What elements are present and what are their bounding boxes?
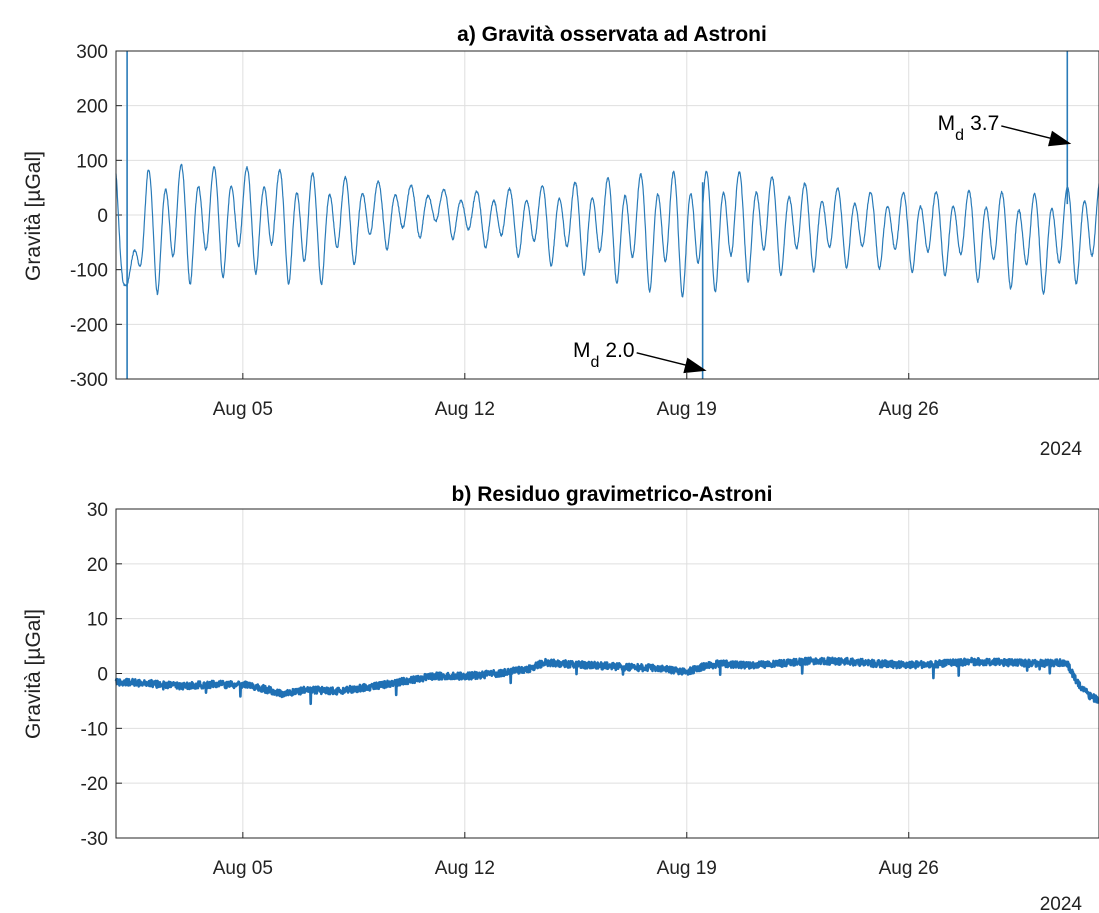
chart-title-b: b) Residuo gravimetrico-Astroni xyxy=(452,483,773,506)
spikes-a xyxy=(126,51,1069,379)
annotation-md: Md3.7 xyxy=(938,112,1072,147)
x-tick-label: Aug 05 xyxy=(213,399,273,420)
annotation-label: Md2.0 xyxy=(573,339,635,371)
annotation-arrow-head xyxy=(683,357,707,374)
x-tick-label: Aug 12 xyxy=(435,858,495,879)
y-tick-label: 10 xyxy=(87,610,108,631)
annotation-arrow-line xyxy=(636,352,693,368)
y-tick-label: 30 xyxy=(87,500,108,521)
x-year-label-b: 2024 xyxy=(1040,894,1083,913)
grid-a xyxy=(116,51,1099,379)
axes-frame-a xyxy=(115,50,1099,380)
x-tick-label: Aug 26 xyxy=(879,399,939,420)
annotation-label: Md3.7 xyxy=(938,112,1000,144)
y-tick-label: -200 xyxy=(70,315,108,336)
plot-area-a xyxy=(115,51,1099,379)
y-tick-label: 300 xyxy=(76,42,108,63)
panel-a: a) Gravità osservata ad Astroni Gravità … xyxy=(22,23,1099,460)
ticks-a: 300 200 100 0 -100 -200 -300 Aug 05 Aug 12 Aug 19… xyxy=(70,42,939,420)
annotation-arrow-line xyxy=(1001,125,1058,141)
panel-b: b) Residuo gravimetrico-Astroni Gravità … xyxy=(22,483,1099,913)
y-tick-label: 200 xyxy=(76,97,108,118)
y-tick-label: 20 xyxy=(87,555,108,576)
annotation-md: Md2.0 xyxy=(573,339,707,374)
grid-b xyxy=(116,509,1099,838)
x-year-label-a: 2024 xyxy=(1040,439,1083,460)
y-tick-label: -10 xyxy=(81,719,108,740)
axes-frame-b xyxy=(115,508,1099,839)
y-tick-label: -30 xyxy=(81,829,108,850)
x-tick-label: Aug 19 xyxy=(657,399,717,420)
x-tick-label: Aug 19 xyxy=(657,858,717,879)
y-tick-label: 0 xyxy=(97,206,108,227)
annotation-arrow-head xyxy=(1047,130,1072,147)
x-tick-label: Aug 26 xyxy=(879,858,939,879)
chart-title-a: a) Gravità osservata ad Astroni xyxy=(457,23,767,46)
x-tick-label: Aug 05 xyxy=(213,858,273,879)
y-tick-label: -300 xyxy=(70,370,108,391)
y-tick-label: 100 xyxy=(76,151,108,172)
series-line-b xyxy=(114,656,1099,706)
y-axis-label-b: Gravità [µGal] xyxy=(22,609,45,739)
x-tick-label: Aug 12 xyxy=(435,399,495,420)
ticks-b: 30 20 10 0 -10 -20 -30 Aug 05 Aug 12 Aug 19 Aug 26 xyxy=(81,500,939,879)
y-tick-label: 0 xyxy=(97,665,108,686)
y-tick-label: -20 xyxy=(81,774,108,795)
plot-area-b xyxy=(114,656,1099,706)
series-line-a xyxy=(115,163,1099,298)
annotations-a: Md2.0 Md3.7 xyxy=(573,112,1072,374)
y-axis-label-a: Gravità [µGal] xyxy=(22,151,45,281)
y-tick-label: -100 xyxy=(70,261,108,282)
